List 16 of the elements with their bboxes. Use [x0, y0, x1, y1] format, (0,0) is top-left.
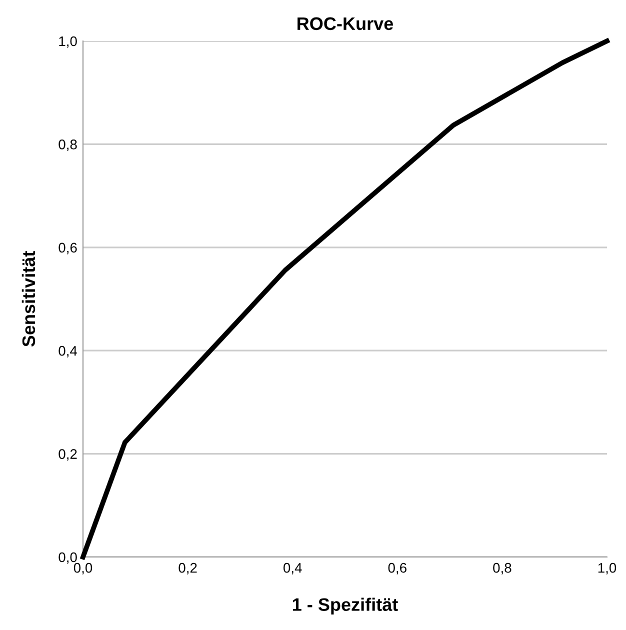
- y-tick-label: 1,0: [59, 36, 77, 48]
- chart-title: ROC-Kurve: [298, 17, 394, 30]
- x-tick-label: 0,6: [388, 562, 406, 574]
- y-tick-label: 0,6: [58, 242, 77, 254]
- y-tick-label: 0,0: [58, 552, 77, 564]
- x-tick-label: 0,2: [178, 562, 197, 574]
- x-tick-label: 0,0: [74, 562, 92, 574]
- y-tick-label: 0,2: [58, 449, 77, 461]
- x-axis-title: 1 - Spezifität: [292, 598, 398, 615]
- line-series: [80, 38, 610, 560]
- x-tick-label: 0,4: [283, 562, 302, 574]
- y-tick-label: 0,4: [58, 346, 78, 358]
- y-tick-label: 0,8: [58, 140, 77, 152]
- y-axis-title: Sensitivität: [22, 251, 36, 347]
- x-tick-label: 0,8: [493, 562, 512, 574]
- x-tick-label: 1,0: [598, 562, 616, 574]
